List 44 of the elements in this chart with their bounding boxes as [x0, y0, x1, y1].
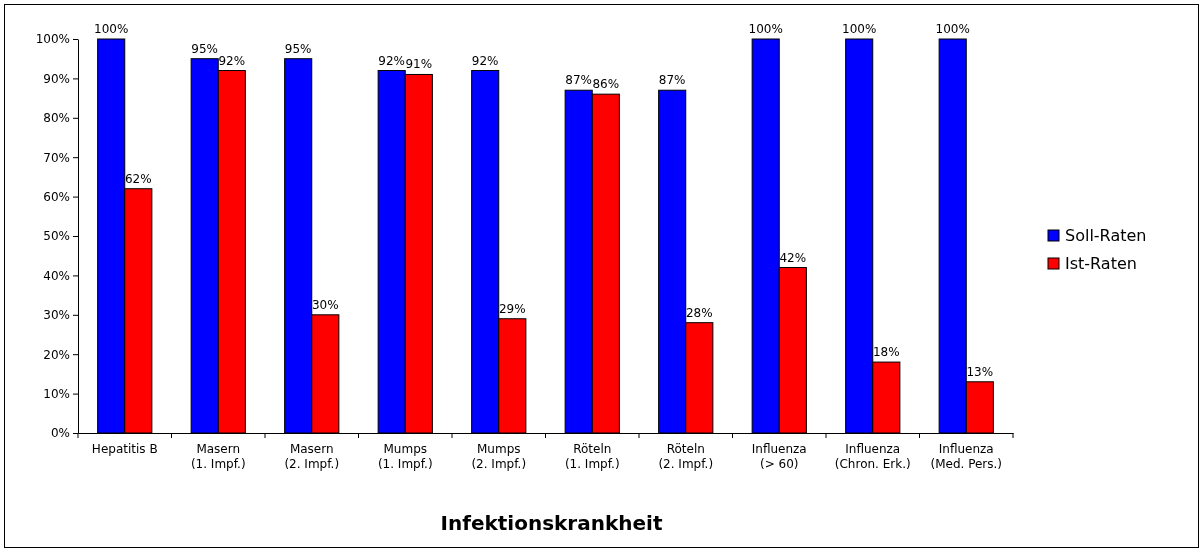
data-label: 29%: [498, 301, 526, 316]
data-label: 86%: [592, 77, 620, 92]
data-label: 100%: [94, 22, 129, 36]
y-tick-label: 10%: [43, 386, 70, 401]
y-tick-label: 80%: [43, 111, 70, 126]
y-tick-label: 50%: [43, 229, 70, 244]
y-tick-label: 20%: [43, 347, 70, 362]
x-tick-label: Mumps (2. Impf.): [471, 442, 527, 471]
y-tick-label: 100%: [35, 32, 70, 47]
data-label: 87%: [565, 73, 593, 88]
x-axis-title: Infektionskrankheit: [440, 511, 663, 535]
data-label: 92%: [378, 53, 406, 68]
data-label: 100%: [935, 22, 970, 36]
y-tick-label: 60%: [43, 189, 70, 204]
y-tick-label: 70%: [43, 150, 70, 165]
data-label: 42%: [779, 250, 807, 265]
data-label: 28%: [685, 305, 713, 320]
x-tick-label: Mumps (1. Impf.): [377, 442, 433, 471]
x-tick-label: Hepatitis B: [91, 442, 158, 456]
data-label: 62%: [124, 171, 152, 186]
data-label: 100%: [748, 22, 783, 36]
data-label: 18%: [872, 345, 900, 360]
x-tick-label: Influenza (Chron. Erk.): [834, 442, 911, 471]
x-tick-label: Masern (2. Impf.): [284, 442, 340, 471]
data-label: 92%: [471, 53, 499, 68]
y-tick-label: 30%: [43, 308, 70, 323]
data-label: 13%: [966, 364, 994, 379]
x-tick-label: Röteln (2. Impf.): [658, 442, 714, 471]
data-label: 100%: [842, 22, 877, 36]
x-tick-label: Influenza (Med. Pers.): [930, 442, 1003, 471]
legend-label: Ist-Raten: [1065, 254, 1137, 273]
x-tick-label: Röteln (1. Impf.): [564, 442, 620, 471]
y-tick-label: 40%: [43, 268, 70, 283]
x-tick-label: Masern (1. Impf.): [190, 442, 246, 471]
data-label: 87%: [658, 73, 686, 88]
data-label: 91%: [405, 57, 433, 72]
data-label: 92%: [218, 53, 246, 68]
legend-label: Soll-Raten: [1065, 226, 1147, 245]
y-tick-label: 90%: [43, 71, 70, 86]
y-tick-label: 0%: [50, 426, 70, 441]
data-label: 95%: [284, 41, 312, 56]
x-tick-label: Influenza (> 60): [751, 442, 807, 471]
data-label: 95%: [191, 41, 219, 56]
data-label: 30%: [311, 297, 339, 312]
